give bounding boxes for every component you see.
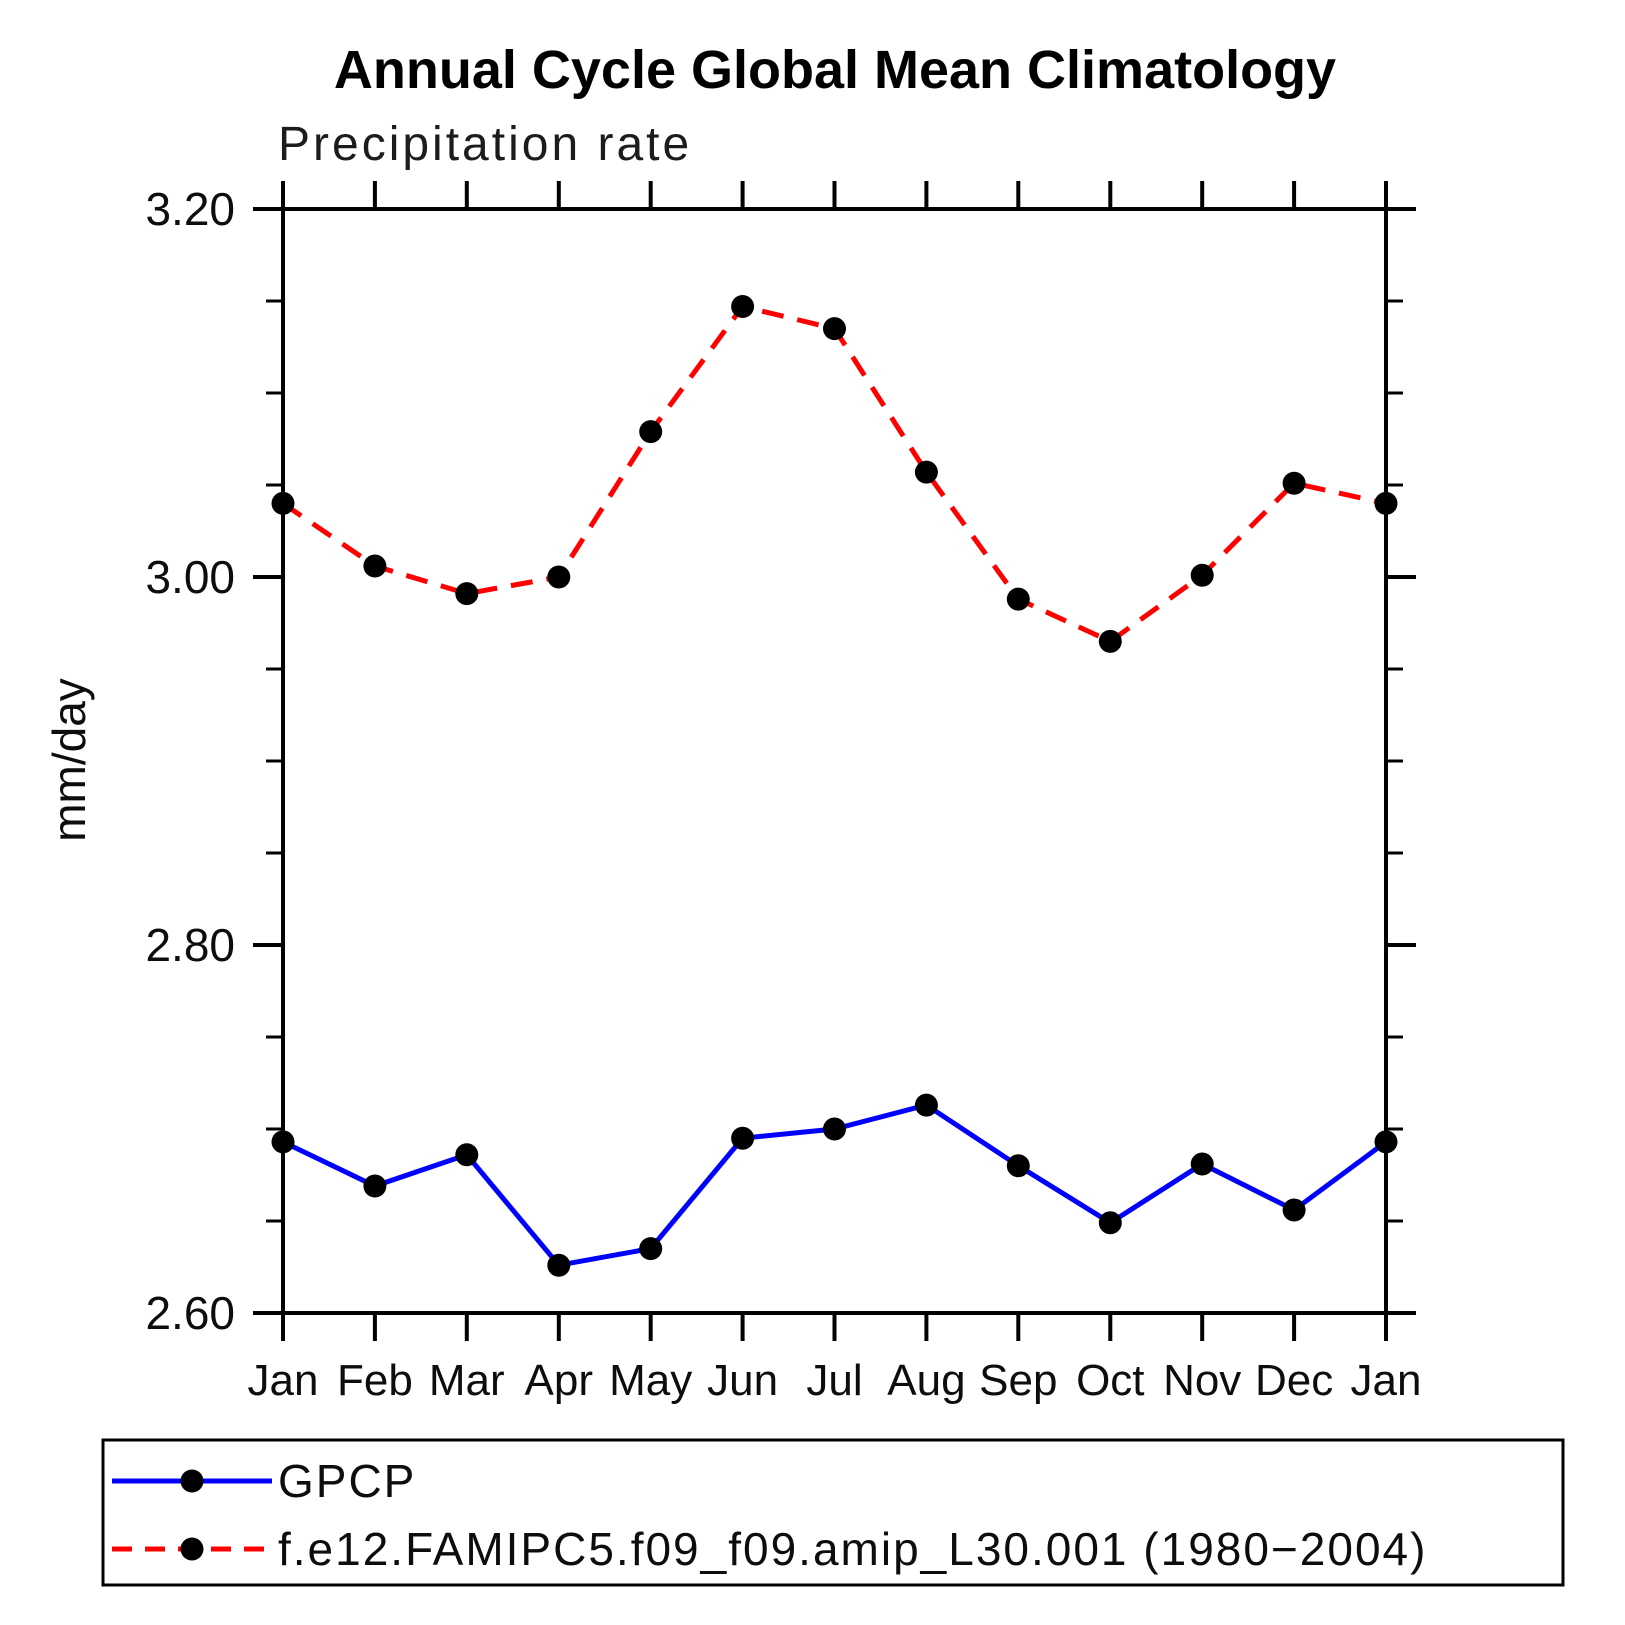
x-tick-label: May	[609, 1356, 692, 1405]
legend-box	[101, 1438, 1565, 1587]
data-point	[1374, 1130, 1398, 1154]
data-point	[1190, 1152, 1214, 1176]
series-line-model	[281, 303, 1387, 645]
axis-lines	[281, 207, 1388, 1315]
x-tick-label: Aug	[887, 1356, 965, 1405]
x-tick-label: Feb	[337, 1356, 413, 1405]
y-axis-title: mm/day	[43, 678, 95, 842]
data-point	[731, 295, 755, 318]
data-point	[1282, 471, 1306, 495]
x-tick-label: Nov	[1163, 1356, 1241, 1405]
data-point	[914, 460, 938, 484]
x-tick-label: Mar	[429, 1356, 505, 1405]
x-tick-label: Apr	[525, 1356, 593, 1405]
data-point	[455, 582, 479, 606]
x-tick-label: Jan	[248, 1356, 319, 1405]
data-point	[1098, 1211, 1122, 1235]
data-point	[823, 317, 846, 341]
x-tick-label: Sep	[979, 1356, 1057, 1405]
legend-label: f.e12.FAMIPC5.f09_f09.amip_L30.001 (1980…	[278, 1523, 1427, 1575]
data-point	[271, 1130, 295, 1154]
data-point	[914, 1093, 938, 1117]
data-point	[731, 1126, 755, 1150]
x-tick-label: Jun	[707, 1356, 778, 1405]
y-tick-label: 2.60	[145, 1287, 235, 1339]
x-tick-label: Dec	[1255, 1356, 1333, 1405]
data-point	[1374, 491, 1398, 515]
data-point	[823, 1117, 846, 1141]
chart-title: Annual Cycle Global Mean Climatology	[334, 40, 1336, 100]
data-point	[639, 420, 663, 444]
x-tick-label: Oct	[1076, 1356, 1144, 1405]
data-point	[1098, 629, 1122, 653]
y-tick-label: 3.20	[145, 183, 235, 235]
x-tick-label: Jan	[1351, 1356, 1422, 1405]
legend-label: GPCP	[278, 1455, 416, 1507]
x-tick-label: Jul	[806, 1356, 862, 1405]
data-point	[1006, 1154, 1030, 1178]
plot-frame: 2.60 2.80 3.00 3.20 Jan Feb Mar Apr May Jun Jul Aug…	[145, 181, 1421, 1405]
y-tick-label: 2.80	[145, 919, 235, 971]
data-point	[1190, 563, 1214, 587]
data-point	[547, 565, 571, 589]
data-point	[1282, 1198, 1306, 1222]
data-point	[639, 1237, 663, 1261]
legend-marker-icon	[180, 1537, 204, 1561]
chart-subtitle: Precipitation rate	[278, 118, 692, 171]
legend-marker-icon	[180, 1469, 204, 1493]
legend: GPCP f.e12.FAMIPC5.f09_f09.amip_L30.001 (…	[101, 1438, 1565, 1587]
data-point	[455, 1143, 479, 1167]
data-point	[547, 1253, 571, 1277]
data-point	[271, 491, 295, 515]
data-point	[363, 1174, 387, 1198]
data-point	[363, 554, 387, 578]
data-point	[1006, 587, 1030, 611]
y-tick-label: 3.00	[145, 551, 235, 603]
